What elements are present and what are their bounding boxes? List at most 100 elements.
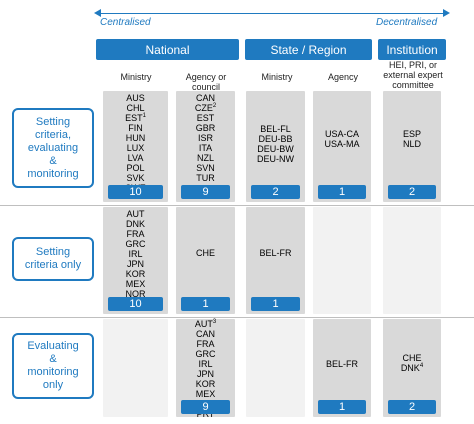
country-code: EST: [196, 113, 215, 123]
country-code: AUS: [126, 93, 145, 103]
count-badge: 9: [181, 185, 230, 199]
country-code: AUT: [126, 209, 145, 219]
country-code: NZL: [196, 153, 214, 163]
count-badge: 10: [108, 185, 163, 199]
country-code: ISR: [197, 133, 213, 143]
count-badge: 1: [181, 297, 230, 311]
country-list: AUTDNKFRAGRCIRLJPNKORMEXNORPRT: [103, 209, 168, 309]
row-label-evaluating-monitoring-only: Evaluating & monitoring only: [12, 333, 94, 399]
centralisation-scale-line: [97, 13, 447, 14]
country-code: EST1: [125, 113, 146, 123]
row-divider: [0, 205, 474, 206]
country-code: CHE: [402, 353, 422, 363]
cell-r1-state-agency: [313, 207, 371, 314]
cell-r1-agency: CHE 1: [176, 207, 235, 314]
country-code: CHL: [126, 103, 145, 113]
country-code: NOR: [125, 289, 146, 299]
country-list: AUSCHLEST1FINHUNLUXLVAPOLSVKSWE: [103, 93, 168, 193]
country-code: FRA: [196, 339, 215, 349]
cell-r2-state-ministry: [246, 319, 305, 417]
cell-r0-state-ministry: BEL-FL DEU-BB DEU-BW DEU-NW 2: [246, 91, 305, 202]
country-code: AUT3: [194, 319, 217, 329]
cell-r2-ministry: [103, 319, 168, 417]
subheader-state-ministry: Ministry: [261, 72, 293, 82]
footnote-marker: 2: [212, 103, 217, 109]
header-institution: Institution: [378, 39, 446, 60]
country-code: USA-CA: [324, 129, 359, 139]
cell-r1-institution: [383, 207, 441, 314]
scale-label-centralised: Centralised: [100, 17, 151, 28]
country-code: DEU-BB: [258, 134, 293, 144]
header-national: National: [96, 39, 239, 60]
country-code: GRC: [125, 239, 146, 249]
country-code: KOR: [195, 379, 216, 389]
count-badge: 2: [388, 400, 436, 414]
country-code: CAN: [195, 93, 215, 103]
country-code: IRL: [128, 249, 143, 259]
country-code: JPN: [196, 369, 214, 379]
country-code: PRT: [196, 409, 215, 419]
count-badge: 2: [251, 185, 300, 199]
arrow-left-icon: [94, 9, 101, 17]
country-code: LVA: [127, 153, 144, 163]
header-state-region: State / Region: [245, 39, 372, 60]
country-code: USA-MA: [324, 139, 360, 149]
count-badge: 1: [318, 185, 366, 199]
country-list: USA-CA USA-MA: [313, 129, 371, 149]
subheader-ministry: Ministry: [120, 72, 152, 82]
country-code: SVN: [196, 163, 215, 173]
scale-label-decentralised: Decentralised: [376, 17, 438, 28]
arrow-right-icon: [443, 9, 450, 17]
cell-r2-state-agency: BEL-FR 1: [313, 319, 371, 417]
country-code: POL: [126, 163, 145, 173]
country-code: LUX: [126, 143, 145, 153]
subheader-agency-council: Agency or council: [185, 72, 227, 92]
cell-r0-state-agency: USA-CA USA-MA 1: [313, 91, 371, 202]
country-list: CHE DNK4: [383, 353, 441, 373]
footnote-marker: 4: [419, 363, 424, 369]
cell-r2-institution: CHE DNK4 2: [383, 319, 441, 417]
country-list: BEL-FR: [246, 248, 305, 258]
country-code: MEX: [125, 279, 146, 289]
country-code: ESP: [402, 129, 421, 139]
country-list: BEL-FR: [313, 359, 371, 369]
cell-r1-ministry: AUTDNKFRAGRCIRLJPNKORMEXNORPRT10: [103, 207, 168, 314]
country-code: KOR: [125, 269, 146, 279]
country-list: BEL-FL DEU-BB DEU-BW DEU-NW: [246, 124, 305, 164]
row-divider: [0, 317, 474, 318]
count-badge: 1: [251, 297, 300, 311]
country-code: ITA: [198, 143, 213, 153]
cell-r0-agency: CAN CZE2 EST GBR ISR ITA NZL SVN TUR 9: [176, 91, 235, 202]
country-code: BEL-FR: [259, 248, 292, 258]
cell-r0-ministry: AUSCHLEST1FINHUNLUXLVAPOLSVKSWE10: [103, 91, 168, 202]
country-code: HUN: [125, 133, 146, 143]
country-code: BEL-FR: [325, 359, 358, 369]
row-label-setting-criteria-only: Setting criteria only: [12, 237, 94, 281]
country-list: CAN CZE2 EST GBR ISR ITA NZL SVN TUR: [176, 93, 235, 183]
country-code: SVK: [126, 173, 145, 183]
country-code: DEU-NW: [257, 154, 294, 164]
cell-r2-agency: AUT3CANFRAGRCIRLJPNKORMEXNORPRT9: [176, 319, 235, 419]
country-code: DNK: [125, 219, 145, 229]
cell-r1-state-ministry: BEL-FR 1: [246, 207, 305, 314]
country-code: FIN: [128, 123, 143, 133]
country-list: CHE: [176, 248, 235, 258]
country-code: MEX: [195, 389, 216, 399]
cell-r0-institution: ESP NLD 2: [383, 91, 441, 202]
subheader-institution: HEI, PRI, or external expert committee: [383, 60, 443, 90]
country-code: TUR: [196, 173, 215, 183]
country-code: JPN: [126, 259, 144, 269]
country-list: ESP NLD: [383, 129, 441, 149]
country-code: CHE: [195, 248, 215, 258]
count-badge: 2: [388, 185, 436, 199]
country-code: CAN: [195, 329, 215, 339]
country-code: GBR: [195, 123, 216, 133]
country-code: DNK4: [400, 363, 424, 373]
country-code: CZE2: [194, 103, 217, 113]
country-code: DEU-BW: [257, 144, 294, 154]
country-code: NLD: [402, 139, 421, 149]
row-label-setting-evaluating-monitoring: Setting criteria, evaluating & monitoring: [12, 108, 94, 188]
country-code: BEL-FL: [260, 124, 291, 134]
subheader-state-agency: Agency: [327, 72, 359, 82]
country-code: GRC: [195, 349, 216, 359]
